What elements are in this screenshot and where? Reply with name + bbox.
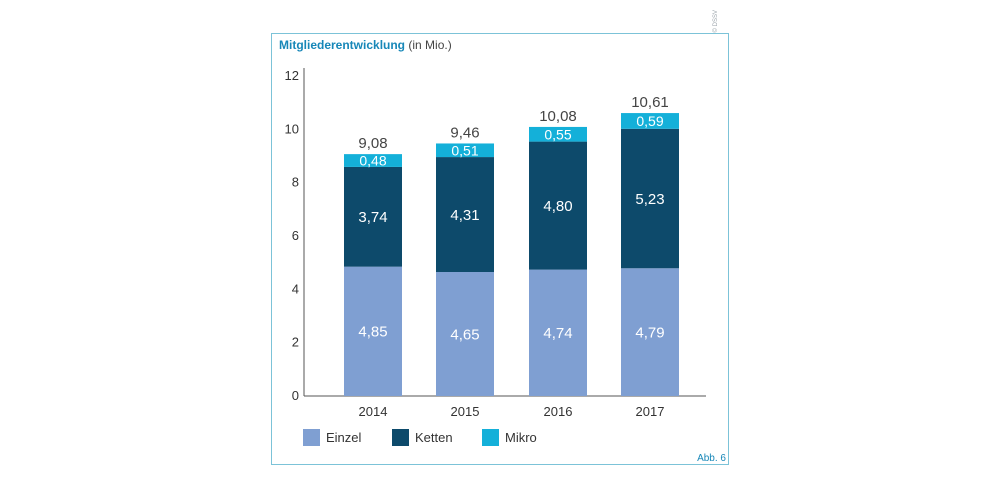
y-tick-label: 0 xyxy=(292,388,299,403)
total-label: 10,61 xyxy=(631,94,669,111)
bar-segment-mikro xyxy=(621,113,679,129)
bar-segment-einzel xyxy=(436,272,494,396)
legend-item-ketten: Ketten xyxy=(392,428,453,446)
bar-segment-mikro xyxy=(529,126,587,142)
bar-segment-ketten xyxy=(621,128,679,269)
bar-segment-ketten xyxy=(344,166,402,267)
bar-segment-mikro xyxy=(436,143,494,158)
y-tick-label: 10 xyxy=(285,121,299,136)
legend-swatch xyxy=(482,428,499,446)
legend-item-mikro: Mikro xyxy=(482,428,537,446)
legend-label: Ketten xyxy=(415,429,453,445)
y-tick-label: 2 xyxy=(292,335,299,350)
legend-label: Mikro xyxy=(505,429,537,445)
x-tick-label: 2017 xyxy=(636,404,665,419)
chart-title-unit: (in Mio.) xyxy=(408,38,452,52)
figure-label: Abb. 6 xyxy=(697,453,726,464)
y-tick-label: 6 xyxy=(292,228,299,243)
y-tick-label: 4 xyxy=(292,281,299,296)
bar-segment-einzel xyxy=(529,269,587,396)
bar-segment-einzel xyxy=(344,266,402,396)
total-label: 10,08 xyxy=(539,108,577,125)
bar-segment-ketten xyxy=(529,141,587,270)
bar-segment-ketten xyxy=(436,157,494,272)
legend-swatch xyxy=(303,428,320,446)
data-label-ketten: 5,23 xyxy=(635,191,664,208)
total-label: 9,46 xyxy=(450,124,479,141)
data-label-einzel: 4,79 xyxy=(635,325,664,342)
legend-swatch xyxy=(392,428,409,446)
data-label-mikro: 0,48 xyxy=(359,153,386,169)
x-tick-label: 2014 xyxy=(359,404,388,419)
x-tick-label: 2015 xyxy=(451,404,480,419)
x-tick-label: 2016 xyxy=(544,404,573,419)
data-label-ketten: 4,31 xyxy=(450,207,479,224)
bar-segment-mikro xyxy=(344,154,402,167)
data-label-ketten: 4,80 xyxy=(543,198,572,215)
total-label: 9,08 xyxy=(358,135,387,152)
data-label-mikro: 0,51 xyxy=(451,142,478,158)
chart-title: Mitgliederentwicklung (in Mio.) xyxy=(279,38,452,52)
data-label-mikro: 0,59 xyxy=(636,113,663,129)
data-label-einzel: 4,74 xyxy=(543,325,572,342)
y-tick-label: 12 xyxy=(285,68,299,83)
data-label-einzel: 4,85 xyxy=(358,324,387,341)
data-label-einzel: 4,65 xyxy=(450,326,479,343)
bar-segment-einzel xyxy=(621,268,679,396)
legend-label: Einzel xyxy=(326,429,362,445)
data-label-ketten: 3,74 xyxy=(358,209,387,226)
legend-item-einzel: Einzel xyxy=(303,428,361,446)
y-tick-label: 8 xyxy=(292,175,299,190)
chart-title-main: Mitgliederentwicklung xyxy=(279,38,406,52)
data-label-mikro: 0,55 xyxy=(544,126,571,142)
